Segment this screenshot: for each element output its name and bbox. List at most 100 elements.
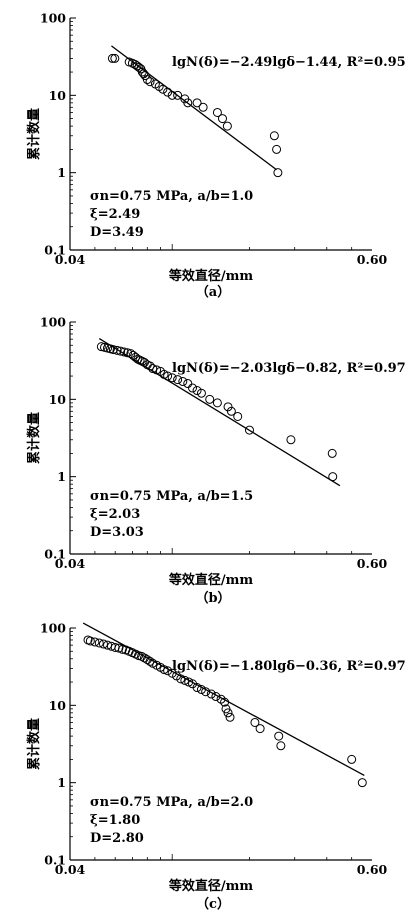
data-point [274, 731, 284, 741]
y-tick-label: 0.1 [44, 547, 66, 562]
parameter-annotation: σn=0.75 MPa, a/b=1.0 [90, 189, 253, 204]
data-point [201, 687, 211, 697]
data-point [226, 406, 236, 416]
data-point [223, 402, 233, 412]
data-point [206, 689, 216, 699]
data-point [192, 683, 202, 693]
data-point [142, 75, 152, 85]
fit-equation: lgN(δ)=−1.80lgδ−0.36, R²=0.97 [172, 659, 406, 674]
parameter-annotation: D=2.80 [90, 831, 144, 846]
x-tick-label: 0.04 [55, 252, 86, 267]
x-axis-label: 等效直径/mm [168, 572, 254, 588]
data-point [244, 425, 254, 435]
data-point [110, 53, 120, 63]
data-point [173, 90, 183, 100]
data-point [269, 131, 279, 141]
data-point [167, 668, 177, 678]
data-point [117, 644, 127, 654]
x-axis-label: 等效直径/mm [168, 878, 254, 894]
data-point [198, 102, 208, 112]
data-point [188, 383, 198, 393]
data-point [347, 754, 357, 764]
y-tick-label: 1 [57, 469, 66, 484]
data-point [158, 84, 168, 94]
data-point [116, 346, 126, 356]
data-point [223, 708, 233, 718]
data-point [131, 352, 141, 362]
data-point [250, 717, 260, 727]
data-point [90, 637, 100, 647]
parameter-annotation: ξ=1.80 [90, 813, 140, 828]
data-point [255, 724, 265, 734]
parameter-annotation: ξ=2.03 [90, 507, 140, 522]
data-point [167, 373, 177, 383]
data-point [112, 345, 122, 355]
panel-caption: （b） [195, 590, 230, 606]
data-point [217, 114, 227, 124]
y-tick-label: 1 [57, 775, 66, 790]
data-point [192, 98, 202, 108]
panel-caption: （a） [196, 284, 230, 300]
parameter-annotation: σn=0.75 MPa, a/b=2.0 [90, 795, 253, 810]
data-point [163, 666, 173, 676]
data-point [163, 87, 173, 97]
y-tick-label: 0.1 [44, 243, 66, 258]
data-point [196, 685, 206, 695]
y-tick-label: 10 [49, 392, 67, 407]
data-point [183, 98, 193, 108]
data-point [192, 386, 202, 396]
chart-panel-3: 0.1 1 10 100 0.04 0.60 等效直径/mm 累计数量 lgN(δ)=−1.80… [26, 621, 406, 913]
chart-panel-1: 0.1 1 10 100 0.04 0.60 等效直径/mm 累计数量 lgN(δ)=−2.49… [26, 11, 406, 301]
x-tick-label: 0.60 [357, 556, 388, 571]
parameter-annotation: ξ=2.49 [90, 207, 140, 222]
y-tick-label: 10 [49, 88, 67, 103]
data-point [220, 697, 230, 707]
fit-equation: lgN(δ)=−2.49lgδ−1.44, R²=0.95 [172, 55, 406, 70]
y-tick-label: 100 [40, 315, 66, 330]
panel-caption: （c） [196, 896, 230, 912]
y-tick-label: 100 [40, 621, 66, 636]
data-point [134, 62, 144, 72]
data-point [167, 90, 177, 100]
data-point [225, 712, 235, 722]
y-axis-label: 累计数量 [26, 718, 42, 770]
fit-equation: lgN(δ)=−2.03lgδ−0.82, R²=0.97 [172, 361, 406, 376]
data-point [145, 656, 155, 666]
chart-panel-2: 0.1 1 10 100 0.04 0.60 等效直径/mm 累计数量 lgN(δ)=−2.03… [26, 315, 406, 607]
data-point [145, 361, 155, 371]
data-point [272, 144, 282, 154]
data-point [222, 121, 232, 131]
y-tick-label: 0.1 [44, 853, 66, 868]
x-tick-label: 0.04 [55, 556, 86, 571]
x-axis-label: 等效直径/mm [168, 268, 254, 284]
data-point [357, 778, 367, 788]
data-point [85, 636, 95, 646]
x-tick-label: 0.04 [55, 862, 86, 877]
parameter-annotation: σn=0.75 MPa, a/b=1.5 [90, 489, 253, 504]
data-point [196, 388, 206, 398]
data-point [176, 674, 186, 684]
data-point [211, 692, 221, 702]
data-point [159, 665, 169, 675]
data-point [98, 639, 108, 649]
data-point [212, 398, 222, 408]
data-point [233, 411, 243, 421]
data-point [183, 379, 193, 389]
data-point [212, 107, 222, 117]
data-point [328, 472, 338, 482]
y-tick-label: 10 [49, 698, 67, 713]
data-point [94, 638, 104, 648]
y-tick-label: 1 [57, 165, 66, 180]
data-point [286, 435, 296, 445]
data-point [180, 675, 190, 685]
data-point [327, 448, 337, 458]
x-tick-label: 0.60 [357, 252, 388, 267]
y-axis-label: 累计数量 [26, 412, 42, 464]
data-point [205, 394, 215, 404]
y-axis-label: 累计数量 [26, 108, 42, 160]
data-point [119, 347, 129, 357]
parameter-annotation: D=3.49 [90, 225, 144, 240]
data-point [152, 365, 162, 375]
data-point [276, 741, 286, 751]
